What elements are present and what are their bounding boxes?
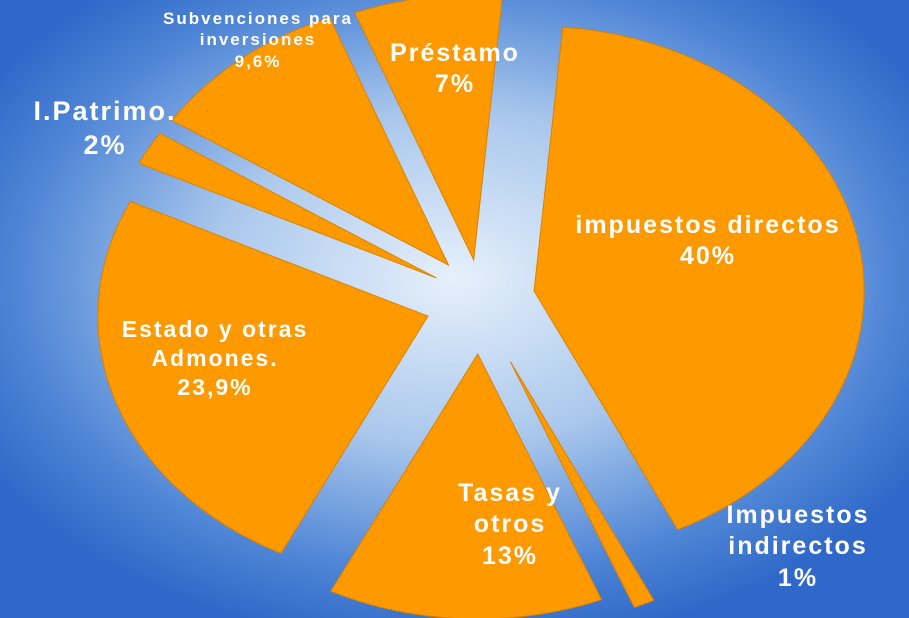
value-label: 2% [83,129,127,160]
slice-label: I.Patrimo. 2% [0,95,210,163]
value-label: 1% [777,563,819,592]
value-label: 13% [481,541,539,570]
category-label: Tasas y otros [458,479,562,539]
value-label: 40% [679,242,737,271]
category-label: Subvenciones para inversiones [163,9,353,50]
category-label: impuestos directos [575,211,841,239]
category-label: I.Patrimo. [33,96,177,126]
category-label: Préstamo [390,39,520,67]
value-label: 23,9% [177,373,253,400]
category-label: Estado y otras Admones. [121,316,309,371]
slice-label: Estado y otras Admones. 23,9% [110,315,320,401]
slice-label: Subvenciones para inversiones 9,6% [143,8,373,72]
value-label: 7% [434,70,476,99]
category-label: Impuestos indirectos [726,501,870,561]
pie-slice [329,352,603,618]
slice-label: Préstamo 7% [350,38,560,101]
value-label: 9,6% [234,51,282,71]
pie-slice [97,200,429,554]
pie-slice [138,132,437,279]
pie-slice [533,26,865,531]
pie-slice [171,17,450,267]
slice-label: impuestos directos 40% [573,210,843,273]
slice-label: Impuestos indirectos 1% [683,500,909,594]
pie-slice [354,0,503,262]
pie-slice [509,361,655,608]
slice-label: Tasas y otros 13% [425,478,595,572]
